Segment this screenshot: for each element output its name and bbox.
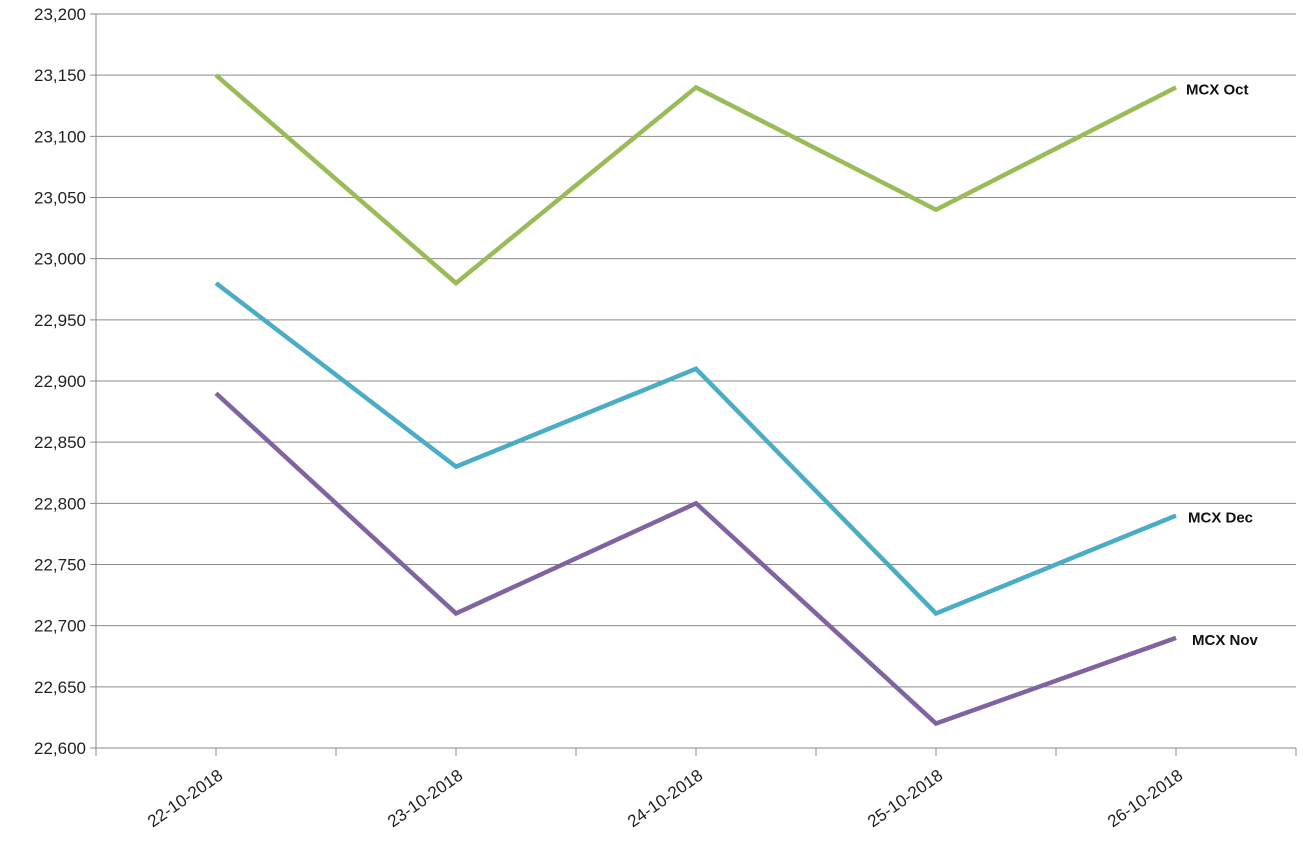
x-tick-label: 25-10-2018: [864, 766, 946, 831]
y-tick-label: 22,800: [34, 494, 86, 513]
y-tick-label: 23,100: [34, 127, 86, 146]
x-tick-label: 24-10-2018: [624, 766, 706, 831]
y-tick-label: 22,600: [34, 739, 86, 758]
x-tick-label: 23-10-2018: [384, 766, 466, 831]
y-tick-label: 23,200: [34, 5, 86, 24]
series-line-mcx-oct: [214, 73, 1178, 287]
series-line-mcx-nov: [214, 391, 1177, 727]
y-tick-label: 23,000: [34, 250, 86, 269]
y-tick-labels: 22,600 22,650 22,700 22,750 22,800 22,850 22,9…: [34, 5, 86, 758]
y-tick-label: 22,750: [34, 556, 86, 575]
series-label-mcx-oct: MCX Oct: [1186, 81, 1249, 98]
x-tick-label: 22-10-2018: [144, 766, 226, 831]
x-tick-label: 26-10-2018: [1104, 766, 1186, 831]
y-tick-label: 23,050: [34, 189, 86, 208]
x-tick-labels: 22-10-2018 23-10-2018 24-10-2018 25-10-2018…: [144, 766, 1186, 831]
y-tick-label: 22,900: [34, 372, 86, 391]
series-label-mcx-nov: MCX Nov: [1192, 632, 1258, 649]
y-tick-label: 22,950: [34, 311, 86, 330]
series-end-labels: MCX Oct MCX Dec MCX Nov: [1186, 81, 1258, 649]
series-line-mcx-dec: [214, 281, 1177, 617]
series-label-mcx-dec: MCX Dec: [1188, 510, 1253, 527]
y-tick-label: 23,150: [34, 66, 86, 85]
y-tick-label: 22,650: [34, 678, 86, 697]
y-tick-label: 22,850: [34, 433, 86, 452]
series-lines: [214, 73, 1178, 727]
axes: [95, 14, 1297, 756]
y-tick-label: 22,700: [34, 617, 86, 636]
